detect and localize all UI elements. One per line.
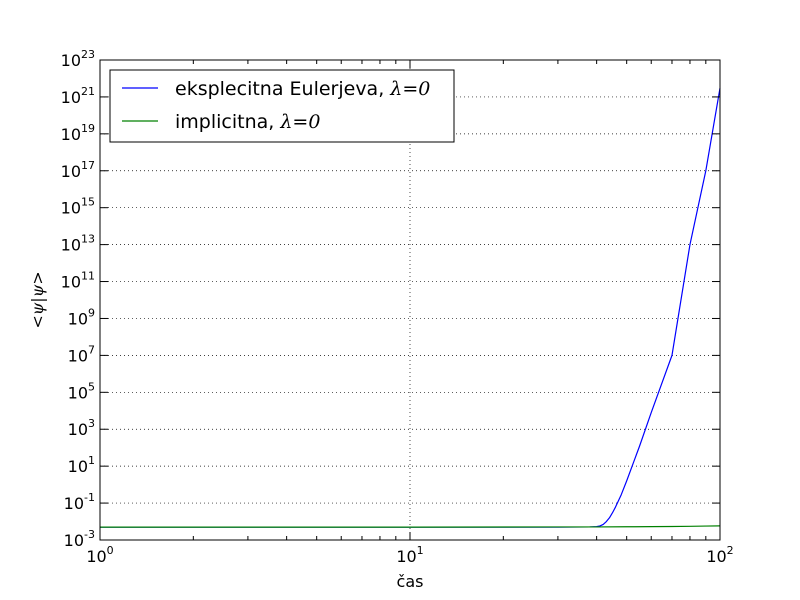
- x-tick-label: 101: [396, 544, 423, 566]
- legend-entry-explicit-name: eksplecitna Eulerjeva,: [175, 78, 390, 100]
- tick-labels: 100 101 10210-310-110110310510710910111013…: [61, 48, 734, 566]
- y-tick-label-exponent: -3: [84, 528, 95, 541]
- y-tick-label-base: 10: [68, 420, 88, 439]
- y-tick-label: 103: [68, 417, 95, 439]
- y-tick-label-exponent: 23: [81, 48, 95, 61]
- y-tick-label-base: 10: [68, 309, 88, 328]
- y-tick-label-exponent: 19: [81, 122, 95, 135]
- y-tick-label-base: 10: [61, 199, 81, 218]
- y-tick-label-exponent: 7: [88, 343, 95, 356]
- x-tick-label-base: 10: [706, 547, 726, 566]
- y-tick-label: 107: [68, 343, 95, 365]
- y-tick-label: 1019: [61, 122, 95, 144]
- y-tick-label: 1023: [61, 48, 95, 70]
- legend-entry-implicit-math: λ=0: [279, 111, 320, 133]
- y-tick-label-exponent: 11: [81, 270, 95, 283]
- y-tick-label: 1013: [61, 233, 95, 255]
- y-tick-label: 101: [68, 454, 95, 476]
- y-tick-label-base: 10: [61, 51, 81, 70]
- y-tick-label-base: 10: [68, 383, 88, 402]
- legend-entry-implicit-name: implicitna,: [175, 111, 280, 133]
- y-tick-label: 10-3: [64, 528, 95, 550]
- ticks: [99, 59, 721, 541]
- legend-entry-explicit-math: λ=0: [389, 78, 430, 100]
- y-tick-label-exponent: 3: [88, 417, 95, 430]
- series-group: [100, 88, 721, 528]
- x-tick-label-base: 10: [86, 547, 106, 566]
- y-tick-label-exponent: 17: [81, 159, 95, 172]
- x-tick-label-base: 10: [396, 547, 416, 566]
- y-tick-label-base: 10: [61, 125, 81, 144]
- y-tick-label: 109: [68, 306, 95, 328]
- y-tick-label-base: 10: [61, 88, 81, 107]
- x-tick-label-exponent: 1: [417, 544, 424, 557]
- x-tick-label: 102: [706, 544, 733, 566]
- x-axis-label: čas: [397, 572, 424, 591]
- y-tick-label-exponent: 5: [88, 380, 95, 393]
- y-tick-label: 1011: [61, 270, 95, 292]
- legend-entry-implicit: implicitna, λ=0: [175, 111, 320, 133]
- y-tick-label-exponent: 1: [88, 454, 95, 467]
- y-axis-label: <ψ|ψ>: [28, 271, 47, 328]
- legend-entry-explicit: eksplecitna Eulerjeva, λ=0: [175, 78, 430, 100]
- y-tick-label-base: 10: [64, 531, 84, 550]
- y-tick-label-base: 10: [61, 273, 81, 292]
- y-tick-label: 1021: [61, 85, 95, 107]
- y-tick-label: 10-1: [64, 491, 95, 513]
- x-tick-label: 100: [86, 544, 113, 566]
- y-tick-label-exponent: 15: [81, 196, 95, 209]
- series-line-implicit: [100, 525, 721, 528]
- legend-box: [109, 69, 455, 143]
- x-tick-label-exponent: 2: [727, 544, 734, 557]
- y-tick-label-exponent: 13: [81, 233, 95, 246]
- y-tick-label-base: 10: [68, 346, 88, 365]
- y-tick-label-base: 10: [61, 162, 81, 181]
- legend: eksplecitna Eulerjeva, λ=0 implicitna, λ…: [109, 69, 455, 143]
- y-tick-label: 105: [68, 380, 95, 402]
- y-tick-label-exponent: -1: [84, 491, 95, 504]
- y-tick-label-exponent: 21: [81, 85, 95, 98]
- x-tick-label-exponent: 0: [107, 544, 114, 557]
- y-tick-label-base: 10: [68, 457, 88, 476]
- y-tick-label: 1015: [61, 196, 95, 218]
- y-tick-label-base: 10: [61, 236, 81, 255]
- y-tick-label-base: 10: [64, 494, 84, 513]
- y-tick-label-exponent: 9: [88, 306, 95, 319]
- y-tick-label: 1017: [61, 159, 95, 181]
